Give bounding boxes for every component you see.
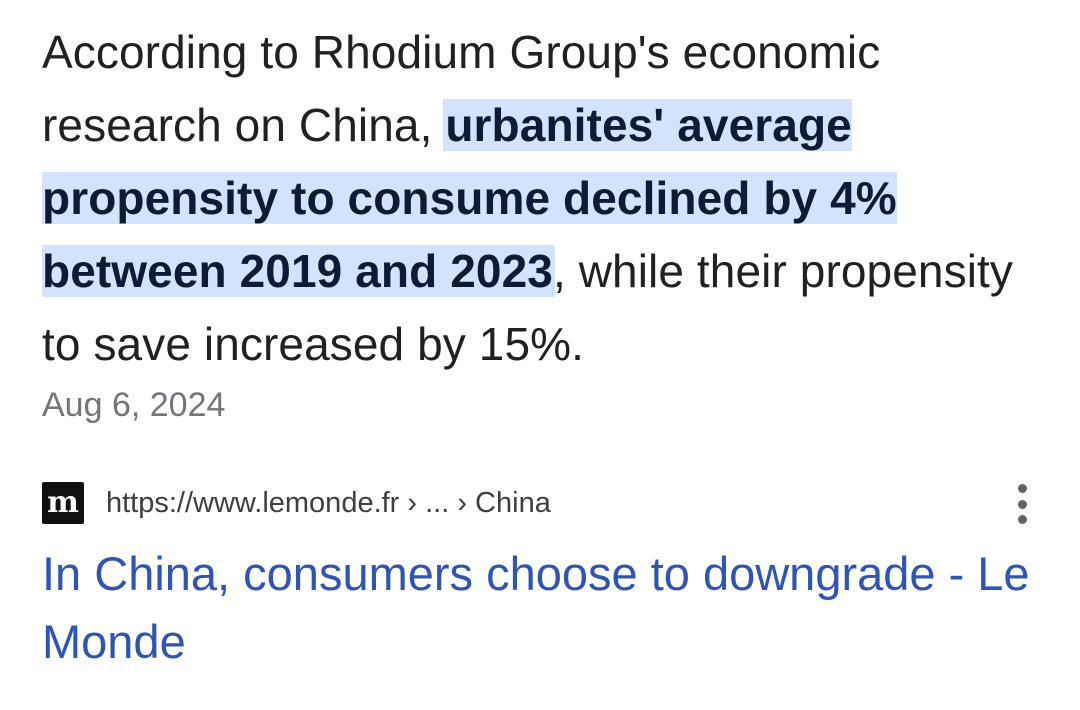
- snippet-text-before: According to Rhodium Group's economic re…: [42, 26, 881, 151]
- result-snippet: According to Rhodium Group's economic re…: [42, 16, 1052, 381]
- snippet-date: Aug 6, 2024: [42, 386, 226, 424]
- source-url[interactable]: https://www.lemonde.fr › ... › China: [106, 486, 551, 519]
- result-source[interactable]: m https://www.lemonde.fr › ... › China: [42, 480, 1042, 526]
- more-vert-icon[interactable]: [1012, 484, 1032, 524]
- le-monde-favicon-icon: m: [42, 482, 84, 524]
- menu-dot: [1017, 499, 1027, 509]
- snippet-text-after: , while their propensity to save increas…: [42, 245, 1014, 370]
- result-title-link[interactable]: In China, consumers choose to downgrade …: [42, 547, 1030, 668]
- menu-dot: [1017, 515, 1027, 524]
- menu-dot: [1017, 484, 1027, 493]
